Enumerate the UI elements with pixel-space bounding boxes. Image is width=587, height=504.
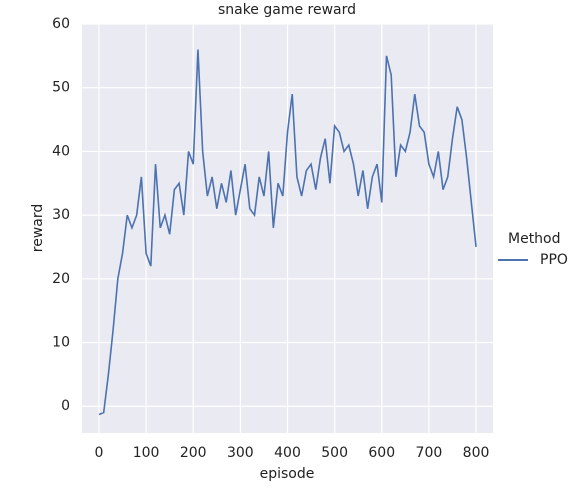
legend-title: Method bbox=[508, 231, 561, 247]
y-tick-label: 20 bbox=[52, 271, 70, 287]
x-tick-label: 800 bbox=[463, 445, 490, 461]
y-tick-label: 10 bbox=[52, 335, 70, 351]
x-tick-label: 700 bbox=[416, 445, 443, 461]
chart-title: snake game reward bbox=[218, 2, 356, 18]
x-tick-label: 300 bbox=[227, 445, 254, 461]
x-tick-label: 100 bbox=[133, 445, 160, 461]
x-tick-label: 500 bbox=[321, 445, 348, 461]
x-tick-label: 400 bbox=[274, 445, 301, 461]
y-tick-label: 30 bbox=[52, 207, 70, 223]
x-tick-label: 200 bbox=[180, 445, 207, 461]
line bbox=[98, 49, 477, 416]
x-tick-label: 0 bbox=[95, 445, 104, 461]
x-tick-label: 600 bbox=[368, 445, 395, 461]
x-axis-label: episode bbox=[260, 466, 315, 482]
y-tick-label: 0 bbox=[61, 398, 70, 414]
legend-label: PPO bbox=[540, 252, 568, 268]
y-tick-label: 40 bbox=[52, 143, 70, 159]
y-axis-label: reward bbox=[30, 204, 46, 253]
y-tick-label: 60 bbox=[52, 16, 70, 32]
y-tick-label: 50 bbox=[52, 80, 70, 96]
